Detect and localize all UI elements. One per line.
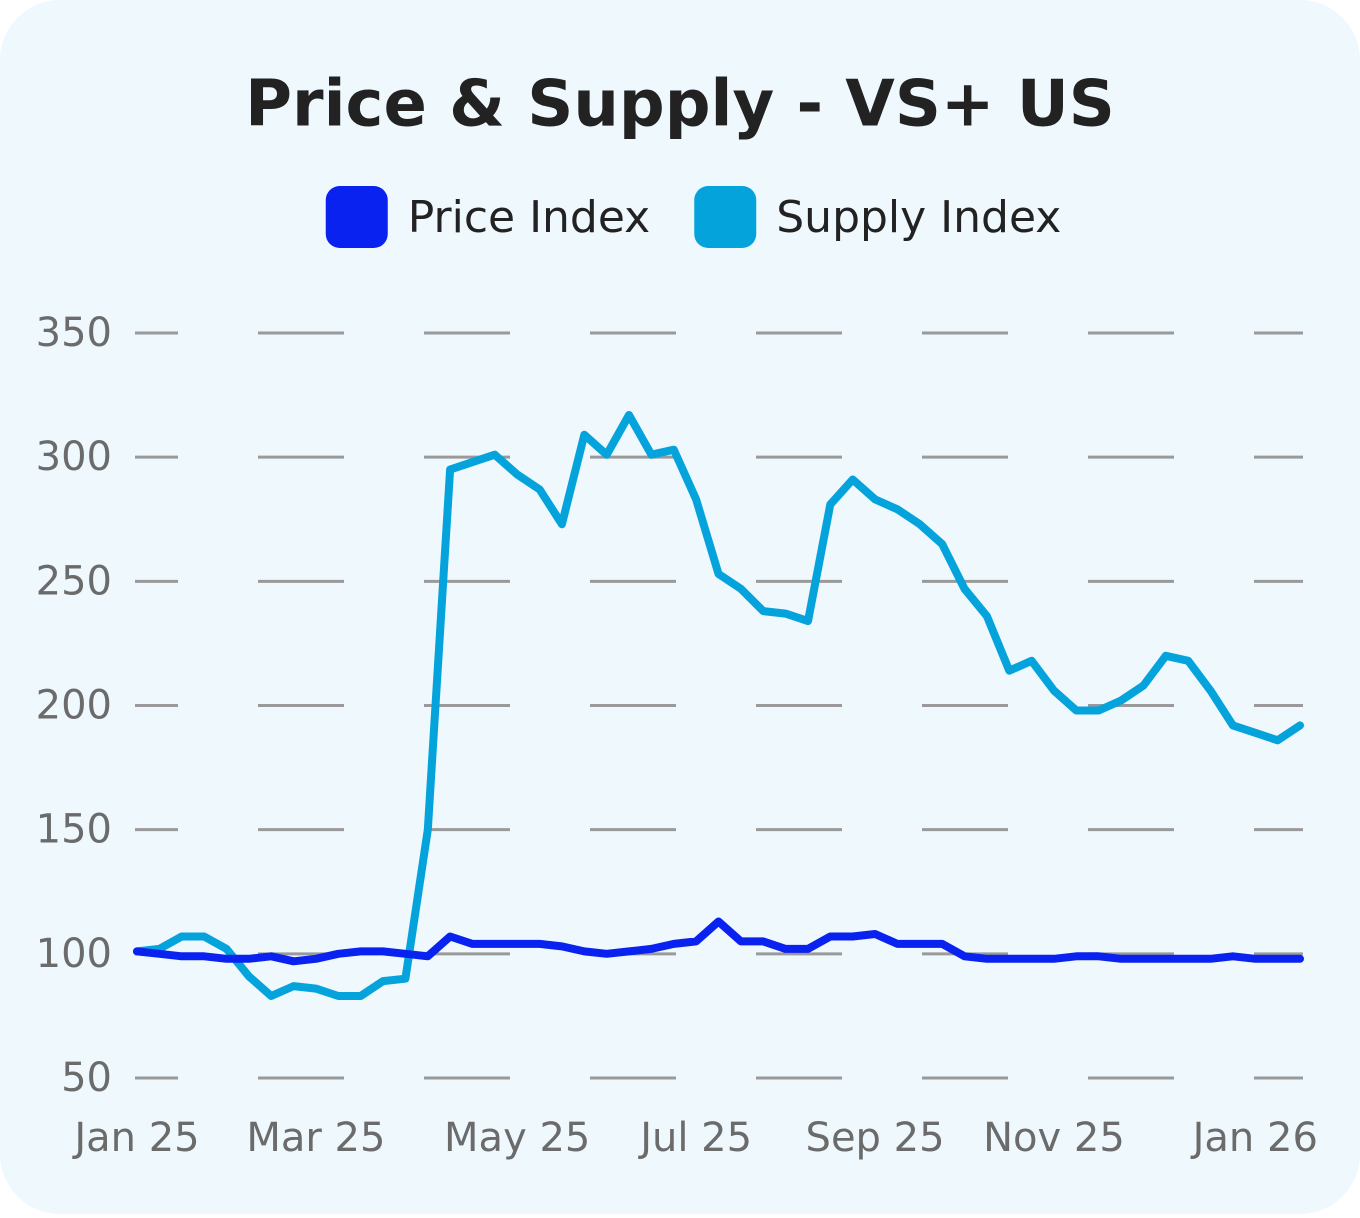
legend-label: Price Index <box>408 192 650 243</box>
x-tick-label: Jan 26 <box>1190 1115 1318 1161</box>
y-tick-label: 300 <box>36 434 112 480</box>
legend-label: Supply Index <box>776 192 1061 243</box>
series-line <box>133 411 1304 1000</box>
x-tick-label: Jan 25 <box>71 1115 199 1161</box>
legend-swatch <box>325 186 388 248</box>
y-tick-label: 50 <box>61 1055 112 1101</box>
x-tick-label: May 25 <box>444 1115 590 1161</box>
y-tick-label: 150 <box>36 807 112 853</box>
x-tick-label: Sep 25 <box>806 1115 945 1161</box>
y-tick-label: 250 <box>36 558 112 604</box>
legend-swatch <box>694 186 757 248</box>
y-tick-label: 100 <box>36 931 112 977</box>
y-tick-label: 350 <box>36 310 112 356</box>
y-tick-label: 200 <box>36 683 112 729</box>
x-tick-label: Jul 25 <box>637 1115 752 1161</box>
chart-title: Price & Supply - VS+ US <box>245 68 1115 142</box>
x-tick-label: Nov 25 <box>983 1115 1125 1161</box>
x-tick-label: Mar 25 <box>246 1115 385 1161</box>
series-line <box>133 917 1304 966</box>
